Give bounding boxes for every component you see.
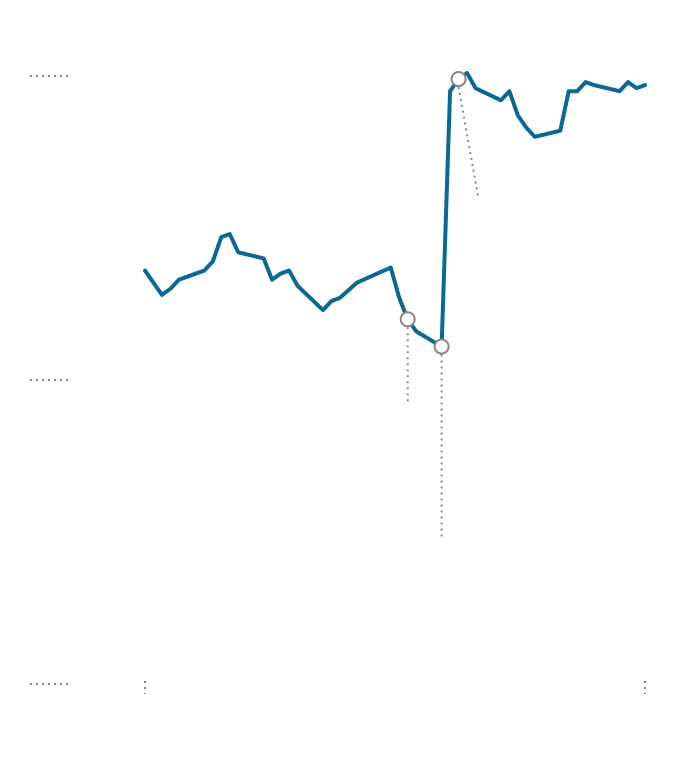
annotation-leader (457, 86, 480, 200)
series-line (143, 70, 647, 349)
highlight-point (450, 71, 467, 88)
highlight-point (399, 311, 416, 328)
highlight-point (433, 338, 450, 355)
